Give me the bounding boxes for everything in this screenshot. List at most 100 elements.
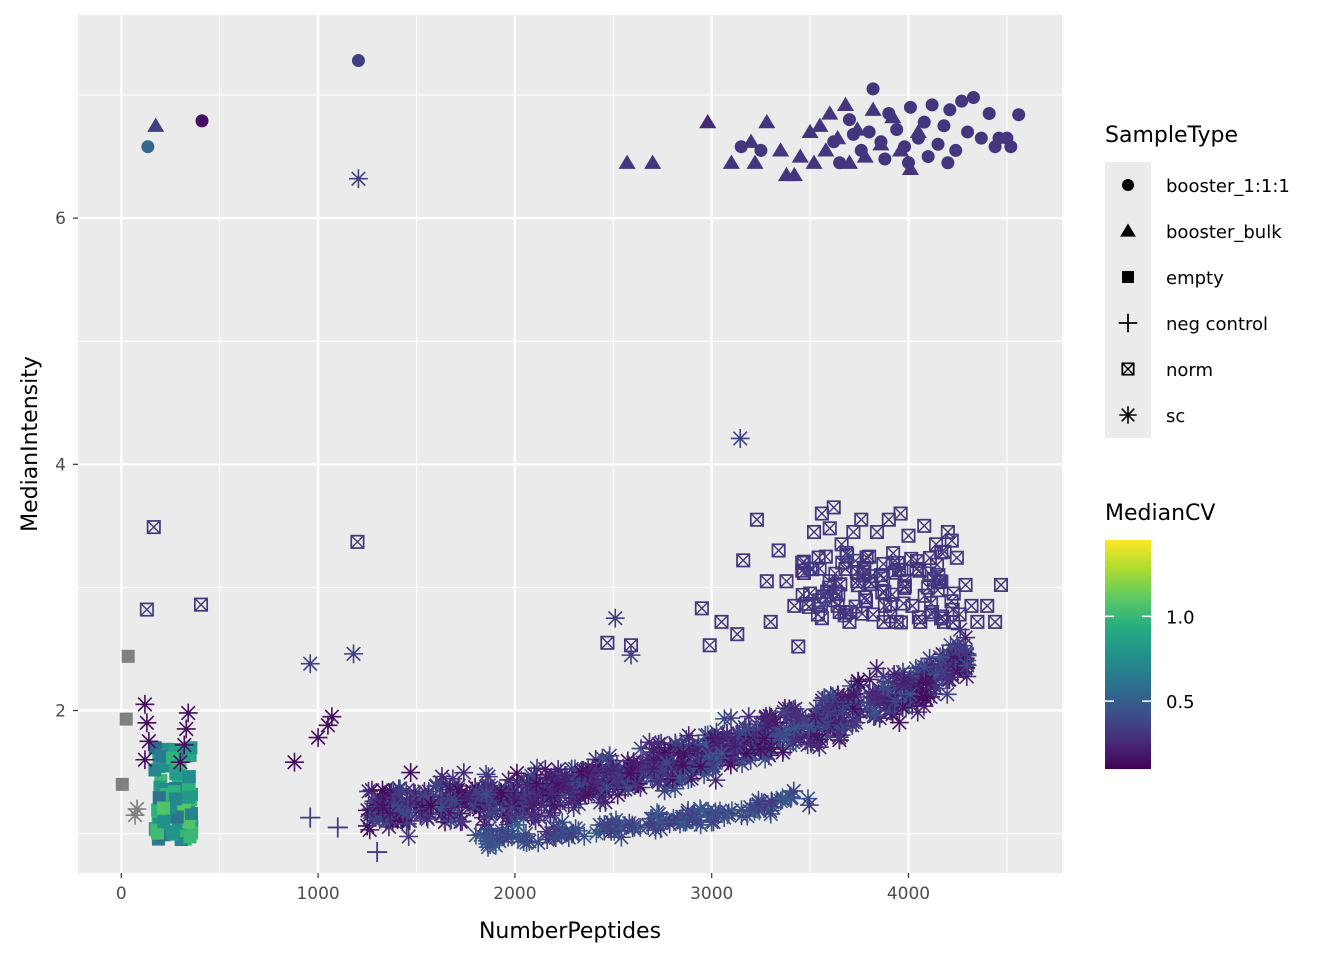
data-point bbox=[810, 713, 830, 733]
data-point bbox=[388, 789, 408, 809]
data-point bbox=[569, 794, 589, 814]
data-point bbox=[653, 760, 673, 780]
data-point bbox=[440, 811, 460, 831]
data-point bbox=[878, 152, 892, 166]
data-point bbox=[908, 702, 928, 722]
data-point bbox=[749, 512, 764, 527]
data-point bbox=[696, 735, 716, 755]
data-point bbox=[937, 119, 951, 133]
data-point bbox=[918, 683, 938, 702]
data-point bbox=[864, 705, 884, 725]
data-point bbox=[300, 807, 321, 828]
data-point bbox=[600, 771, 620, 791]
data-point bbox=[535, 759, 555, 779]
shape-legend-label: sc bbox=[1166, 406, 1185, 427]
plot-panel bbox=[78, 15, 1062, 873]
data-point bbox=[660, 814, 680, 834]
data-point bbox=[854, 512, 869, 527]
data-point bbox=[399, 827, 419, 846]
axes: 0 1000 2000 3000 4000 2 4 6 bbox=[55, 209, 930, 904]
data-point bbox=[656, 753, 676, 772]
data-point bbox=[184, 806, 198, 820]
data-point bbox=[486, 836, 506, 855]
data-point bbox=[760, 726, 780, 746]
data-point bbox=[431, 797, 451, 817]
data-point bbox=[821, 105, 839, 120]
data-point bbox=[774, 702, 794, 722]
data-point bbox=[135, 694, 155, 714]
data-point bbox=[817, 142, 835, 157]
data-point bbox=[322, 707, 342, 727]
data-point bbox=[785, 166, 803, 182]
legend-key-square bbox=[1122, 271, 1134, 283]
data-point bbox=[906, 658, 926, 678]
data-point bbox=[438, 803, 458, 823]
data-point bbox=[888, 683, 908, 703]
data-point bbox=[970, 614, 985, 629]
data-point bbox=[799, 795, 819, 815]
data-point bbox=[452, 811, 472, 831]
data-point bbox=[846, 684, 866, 704]
data-point bbox=[732, 800, 751, 820]
data-point bbox=[508, 815, 527, 835]
data-point bbox=[523, 794, 543, 814]
data-point bbox=[555, 823, 574, 843]
data-point bbox=[795, 555, 810, 570]
shape-legend-entry: booster_bulk bbox=[1120, 222, 1282, 243]
data-point bbox=[674, 743, 693, 763]
data-point bbox=[771, 543, 786, 558]
data-point bbox=[644, 759, 664, 779]
data-point bbox=[721, 708, 741, 728]
data-point bbox=[432, 785, 452, 805]
data-point bbox=[814, 611, 829, 626]
data-point bbox=[421, 795, 441, 815]
data-point bbox=[846, 713, 866, 733]
data-point bbox=[597, 778, 617, 797]
data-point bbox=[556, 771, 576, 791]
colorbar-tick-label: 0.5 bbox=[1166, 692, 1195, 713]
data-point bbox=[165, 751, 179, 765]
data-point bbox=[901, 160, 919, 175]
data-point bbox=[578, 763, 598, 783]
data-point bbox=[559, 793, 579, 813]
data-point bbox=[901, 528, 916, 543]
data-point bbox=[844, 685, 864, 704]
data-point bbox=[597, 815, 617, 835]
data-point bbox=[961, 125, 975, 139]
data-point bbox=[119, 712, 133, 726]
data-point bbox=[681, 769, 701, 788]
data-point bbox=[917, 115, 931, 129]
data-point bbox=[526, 774, 546, 794]
data-point bbox=[930, 647, 950, 667]
data-point bbox=[820, 697, 840, 716]
data-point bbox=[525, 781, 545, 800]
data-point bbox=[741, 750, 761, 770]
data-point bbox=[909, 561, 924, 576]
data-point bbox=[773, 788, 792, 808]
data-point bbox=[647, 803, 667, 823]
data-point bbox=[516, 824, 536, 844]
data-point bbox=[416, 788, 436, 808]
data-point bbox=[491, 783, 511, 803]
data-point bbox=[709, 736, 728, 756]
data-point bbox=[367, 841, 388, 863]
data-point bbox=[566, 783, 585, 803]
data-point bbox=[651, 733, 671, 753]
data-point bbox=[913, 614, 928, 629]
data-point bbox=[804, 724, 824, 744]
data-point bbox=[548, 776, 568, 796]
data-point bbox=[640, 732, 659, 752]
data-point bbox=[548, 760, 568, 780]
data-point bbox=[914, 657, 934, 677]
data-point bbox=[925, 664, 945, 684]
data-point bbox=[724, 748, 743, 768]
data-point bbox=[373, 798, 393, 818]
data-point bbox=[828, 685, 848, 705]
data-point bbox=[722, 731, 742, 751]
data-points bbox=[115, 54, 1026, 863]
shape-legend-entry: sc bbox=[1119, 406, 1185, 427]
data-point bbox=[688, 739, 708, 759]
data-point bbox=[980, 598, 995, 613]
data-point bbox=[773, 742, 793, 762]
data-point bbox=[762, 727, 782, 747]
